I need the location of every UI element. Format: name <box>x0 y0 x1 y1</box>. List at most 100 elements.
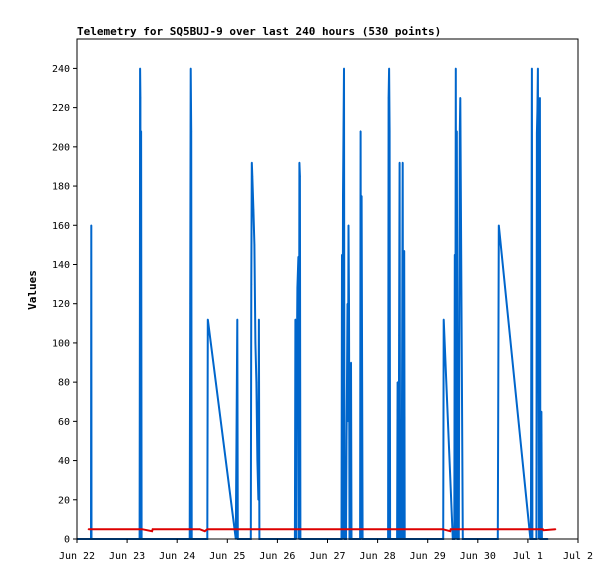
data-point <box>139 97 142 99</box>
data-point <box>141 528 143 530</box>
data-point <box>251 161 253 164</box>
data-point <box>347 420 349 423</box>
data-point <box>190 130 193 132</box>
data-point <box>236 318 239 321</box>
data-point <box>453 253 456 256</box>
data-point <box>206 318 209 321</box>
x-tick-label: Jun 26 <box>259 551 295 562</box>
y-tick-label: 160 <box>52 221 70 232</box>
data-point <box>139 302 141 305</box>
data-point <box>388 67 390 70</box>
x-tick-label: Jun 27 <box>309 551 345 562</box>
y-tick-label: 60 <box>58 417 70 428</box>
y-tick-label: 240 <box>52 64 70 75</box>
data-point <box>349 381 352 383</box>
series-points-1 <box>87 528 557 532</box>
y-tick-label: 140 <box>52 260 70 271</box>
y-tick-label: 120 <box>52 299 70 310</box>
data-point <box>536 132 538 134</box>
data-point <box>398 334 400 336</box>
data-point <box>189 302 192 305</box>
data-point <box>498 224 500 227</box>
plot-background <box>77 39 578 539</box>
x-tick-label: Jun 23 <box>109 551 145 562</box>
data-point <box>531 67 533 70</box>
data-point <box>139 67 141 70</box>
data-point <box>296 351 298 354</box>
data-point <box>251 175 254 178</box>
data-point <box>449 528 452 530</box>
data-point <box>449 530 452 532</box>
data-point <box>298 161 301 164</box>
y-tick-label: 220 <box>52 103 70 114</box>
data-point <box>459 97 462 99</box>
data-point <box>540 410 543 413</box>
data-point <box>151 528 154 530</box>
data-point <box>542 529 545 531</box>
data-point <box>140 130 142 132</box>
data-point <box>441 528 444 530</box>
data-point <box>398 161 401 164</box>
y-tick-label: 20 <box>58 495 70 506</box>
data-point <box>539 97 541 99</box>
data-point <box>530 302 533 305</box>
data-point <box>345 440 348 442</box>
y-tick-label: 0 <box>64 535 70 546</box>
data-point <box>189 67 192 70</box>
data-point <box>537 67 539 70</box>
data-point <box>203 530 206 532</box>
data-point <box>442 318 445 321</box>
data-point <box>255 381 258 383</box>
data-point <box>254 342 257 344</box>
y-tick-label: 180 <box>52 182 70 193</box>
data-point <box>536 110 539 113</box>
data-point <box>359 130 362 132</box>
data-point <box>258 318 260 321</box>
plot-area <box>77 39 578 539</box>
data-point <box>253 244 256 246</box>
data-point <box>403 249 405 252</box>
data-point <box>341 253 343 256</box>
y-tick-label: 100 <box>52 338 70 349</box>
data-point <box>257 498 260 501</box>
data-point <box>346 302 349 305</box>
data-point <box>297 255 300 258</box>
data-point <box>454 67 457 70</box>
data-point <box>206 528 209 530</box>
data-point <box>455 130 458 132</box>
axis-layer: 0 20 40 60 80 100 120 140 160 180 200 220 240 Jun 22 J… <box>52 38 593 562</box>
x-tick-label: Jun 22 <box>59 551 95 562</box>
data-point <box>90 224 93 227</box>
data-point <box>454 444 457 446</box>
data-point <box>346 381 348 383</box>
data-point <box>252 208 255 211</box>
data-point <box>554 528 557 530</box>
data-point <box>360 195 363 197</box>
data-point <box>343 67 345 70</box>
x-tick-label: Jun 25 <box>209 551 245 562</box>
x-tick-label: Jul 2 <box>563 551 593 562</box>
data-point <box>296 287 299 289</box>
x-tick-label: Jun 29 <box>410 551 446 562</box>
data-point <box>198 528 201 530</box>
data-point <box>151 530 153 532</box>
x-tick-label: Jun 30 <box>460 551 496 562</box>
x-tick-label: Jul 1 <box>513 551 543 562</box>
y-tick-label: 80 <box>58 378 70 389</box>
data-point <box>342 195 344 197</box>
data-point <box>347 224 350 227</box>
data-point <box>295 430 297 432</box>
data-point <box>87 528 90 530</box>
chart-title: Telemetry for SQ5BUJ-9 over last 240 hou… <box>77 25 441 38</box>
series-line-0 <box>77 68 548 540</box>
y-axis-label: Values <box>26 270 39 310</box>
data-point <box>294 318 297 321</box>
data-point <box>388 130 391 132</box>
data-point <box>348 302 350 305</box>
data-point <box>256 459 259 462</box>
data-point <box>396 381 399 383</box>
data-point <box>342 130 345 132</box>
y-tick-label: 200 <box>52 142 70 153</box>
data-point <box>299 175 301 178</box>
